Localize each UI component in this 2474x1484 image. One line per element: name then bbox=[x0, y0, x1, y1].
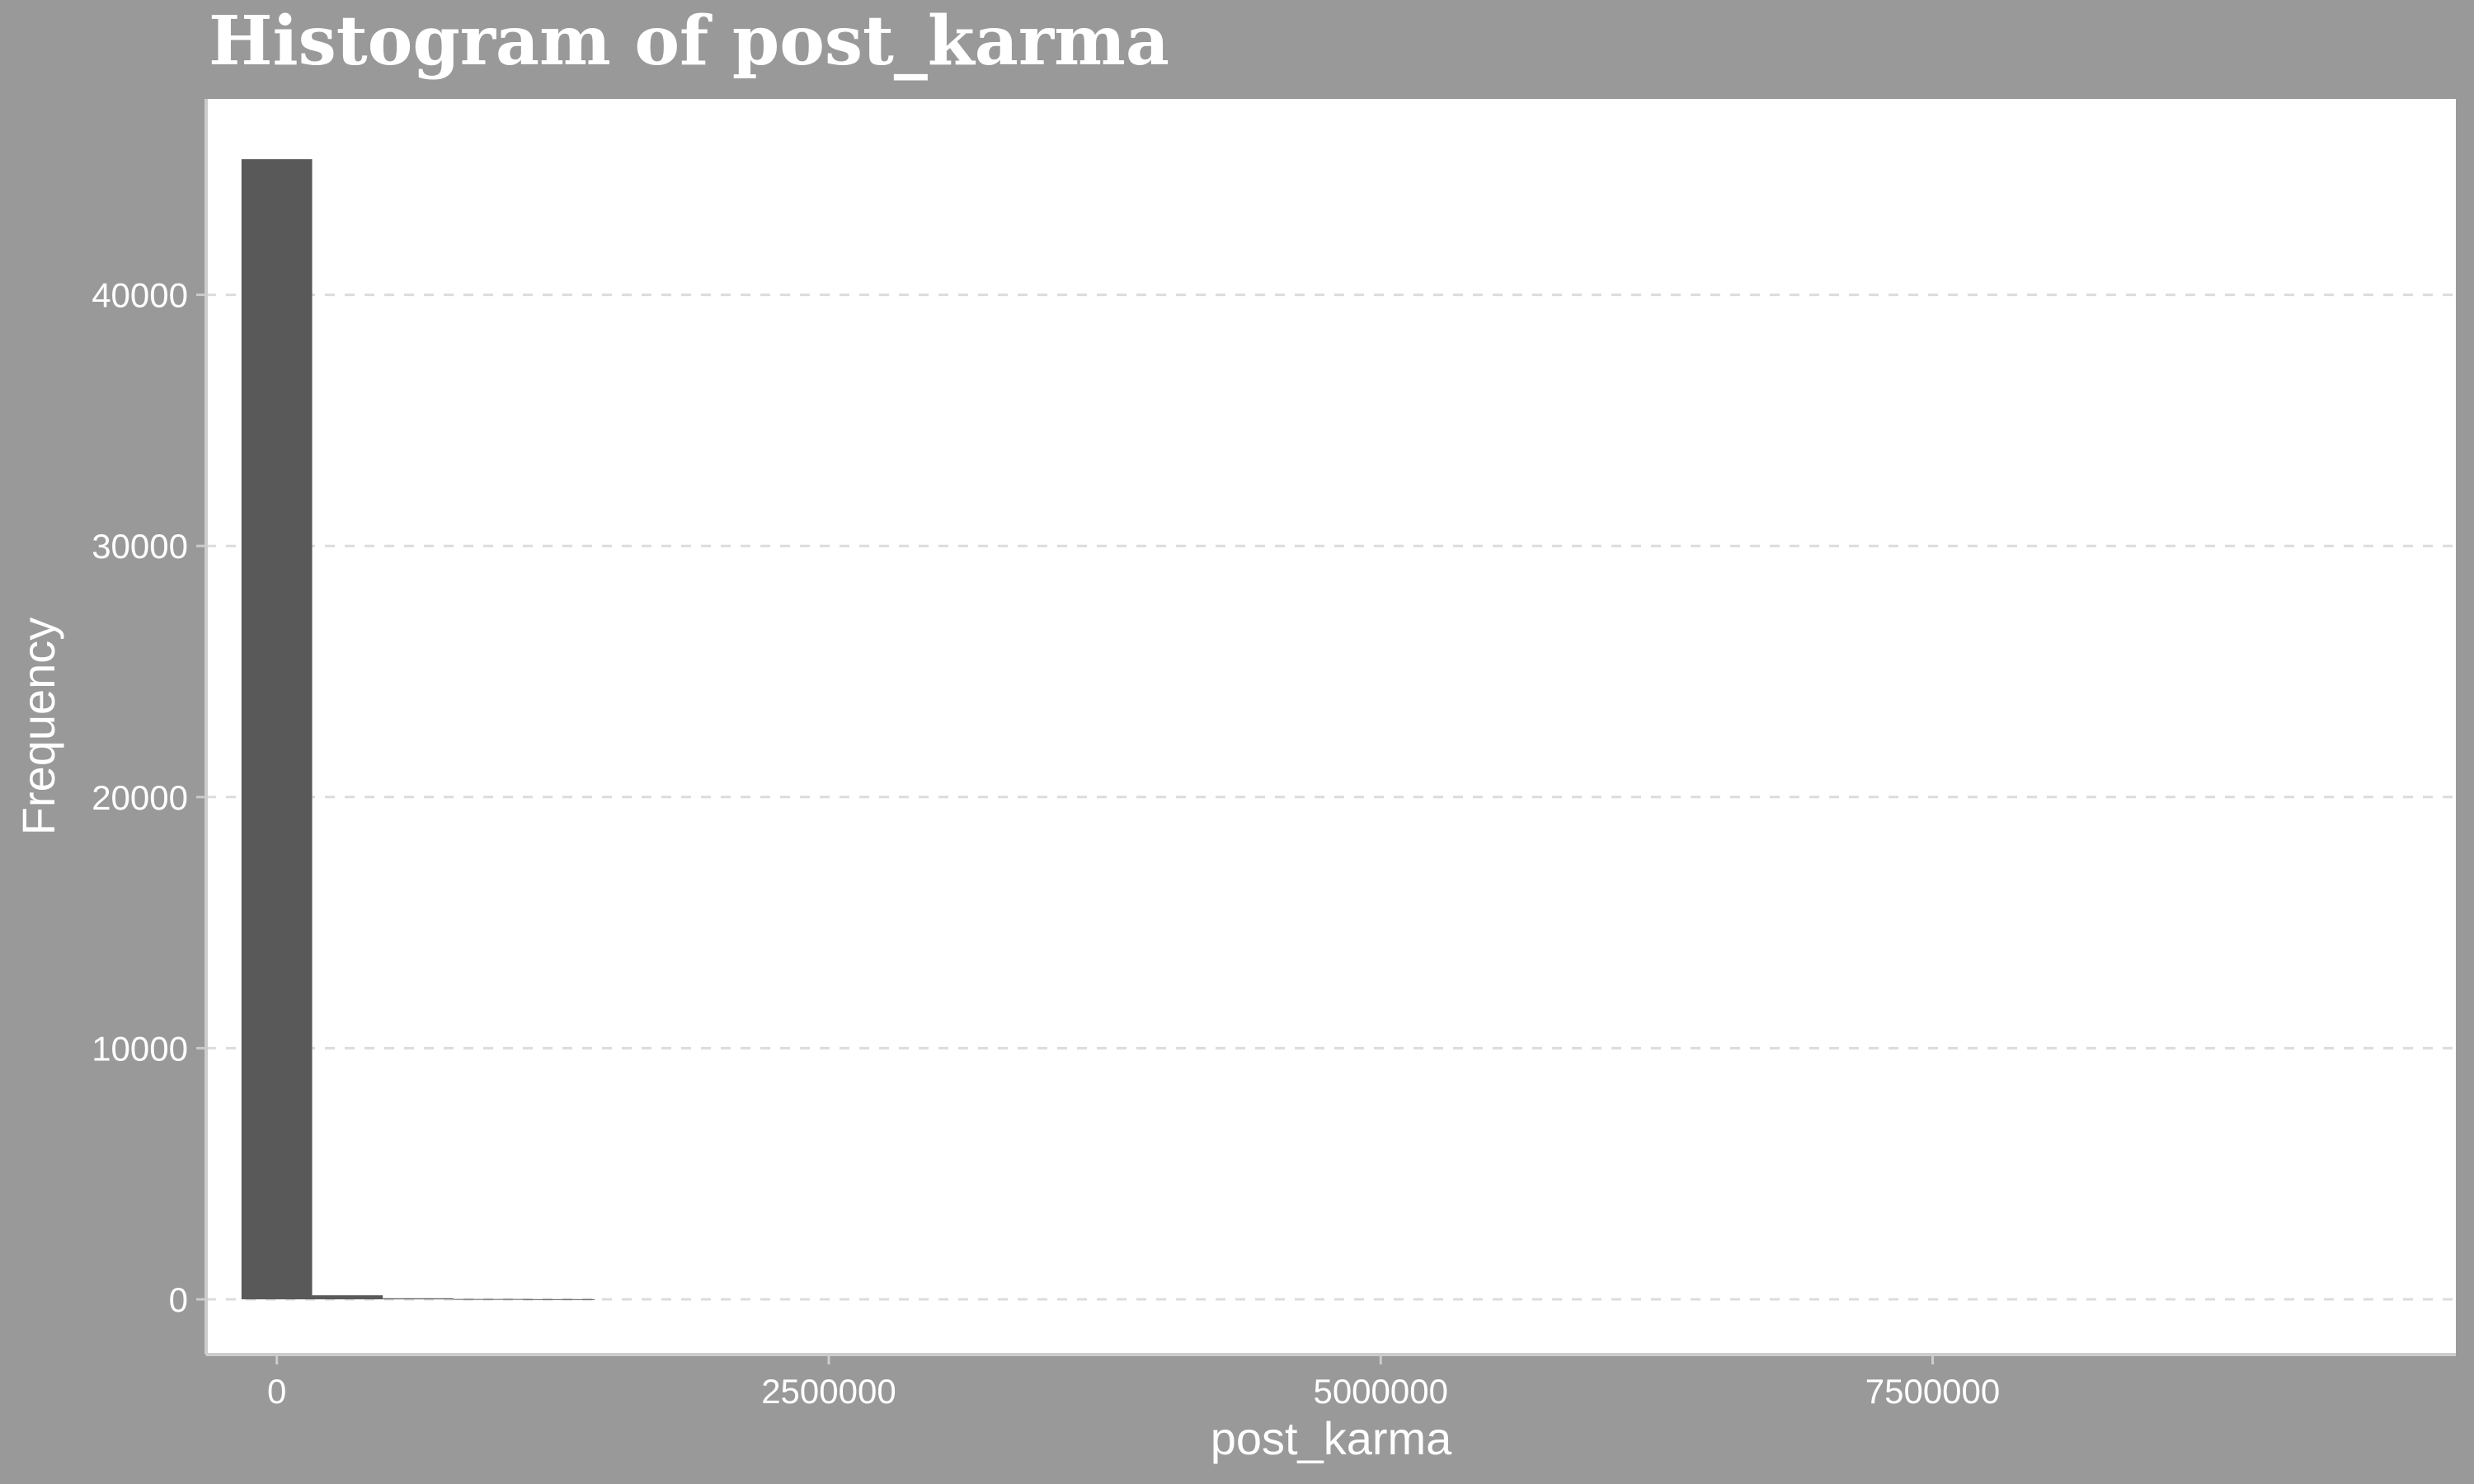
y-tick-label: 0 bbox=[169, 1280, 188, 1319]
chart-title: Histogram of post_karma bbox=[209, 2, 1169, 81]
x-axis-title: post_karma bbox=[1211, 1412, 1452, 1464]
histogram-bar bbox=[524, 1298, 595, 1300]
x-axis-ticks: 0 2500000 5000000 7500000 bbox=[267, 1355, 2000, 1411]
x-tick-label: 7500000 bbox=[1865, 1372, 2001, 1411]
histogram-bar bbox=[453, 1298, 524, 1300]
x-tick-label: 2500000 bbox=[761, 1372, 896, 1411]
x-tick-label: 5000000 bbox=[1313, 1372, 1448, 1411]
x-tick-label: 0 bbox=[267, 1372, 286, 1411]
plot-panel bbox=[206, 99, 2456, 1355]
histogram-bar bbox=[312, 1295, 383, 1299]
histogram-bar bbox=[241, 159, 313, 1299]
y-axis-ticks: 0 10000 20000 30000 40000 bbox=[92, 276, 206, 1319]
histogram-bars bbox=[241, 159, 595, 1300]
y-tick-label: 20000 bbox=[92, 778, 188, 817]
y-tick-label: 10000 bbox=[92, 1029, 188, 1068]
y-tick-label: 30000 bbox=[92, 527, 188, 566]
histogram-bar bbox=[383, 1298, 454, 1299]
y-tick-label: 40000 bbox=[92, 276, 188, 315]
y-axis-title: Frequency bbox=[12, 618, 64, 836]
